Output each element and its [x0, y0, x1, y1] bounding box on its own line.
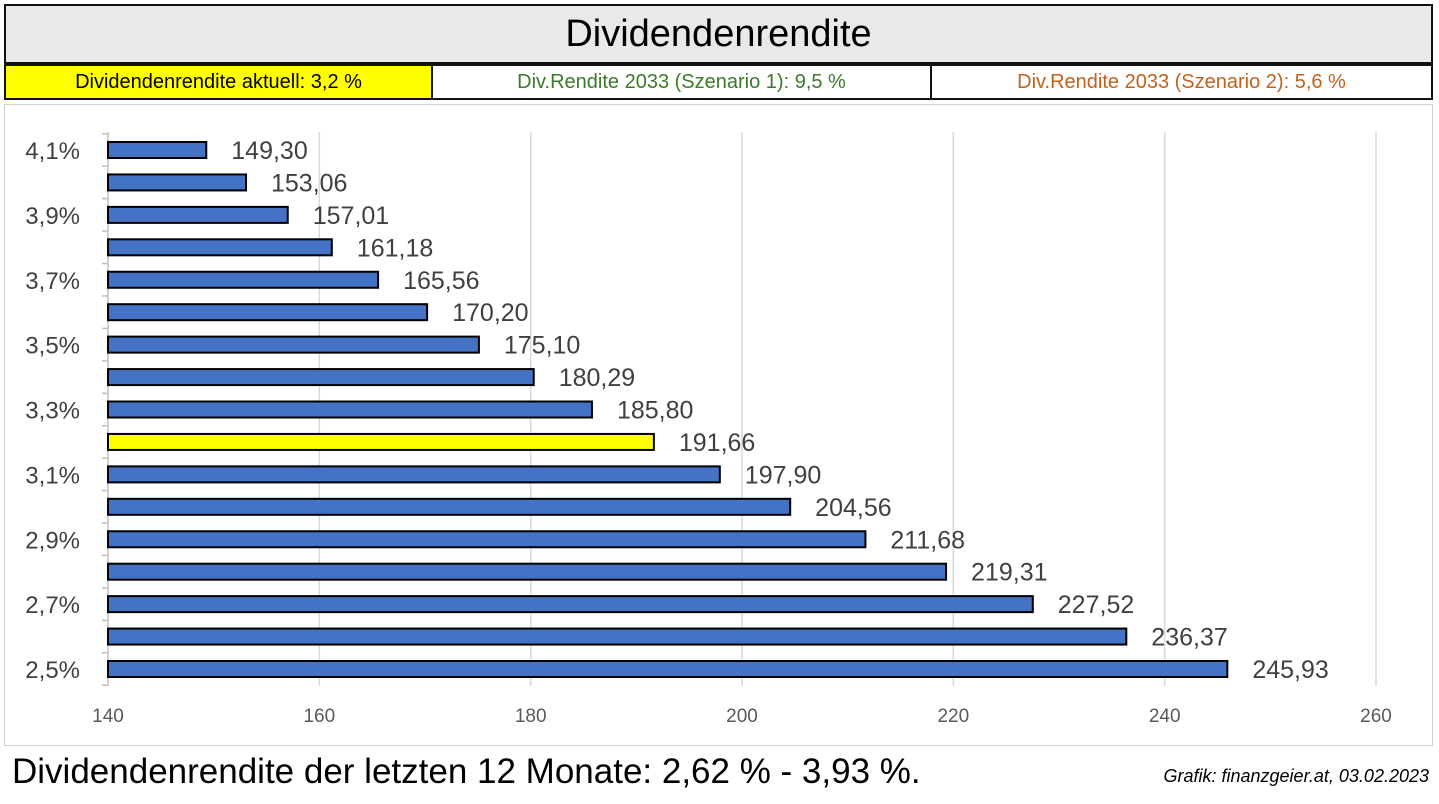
bar — [107, 660, 1229, 678]
data-label: 211,68 — [890, 526, 965, 554]
chart-credit: Grafik: finanzgeier.at, 03.02.2023 — [1163, 766, 1430, 786]
bar — [107, 368, 535, 387]
bar — [107, 562, 948, 581]
data-label: 185,80 — [617, 397, 693, 425]
data-label: 153,06 — [271, 169, 347, 197]
bar — [107, 432, 655, 451]
data-label: 175,10 — [504, 332, 580, 360]
y-tick-label: 3,9% — [25, 203, 80, 230]
data-label: 191,66 — [679, 429, 755, 457]
bar — [107, 627, 1128, 646]
yield-range-summary: Dividendenrendite der letzten 12 Monate:… — [12, 752, 921, 791]
data-label: 245,93 — [1252, 656, 1328, 684]
data-label: 236,37 — [1151, 624, 1227, 652]
x-tick-label: 240 — [1149, 706, 1181, 727]
data-label: 197,90 — [745, 461, 821, 489]
y-tick-label: 3,3% — [25, 398, 80, 425]
x-tick-label: 260 — [1360, 706, 1392, 727]
bar — [107, 335, 480, 354]
x-tick-label: 140 — [92, 706, 124, 727]
scenario1-yield-label: Div.Rendite 2033 (Szenario 1): 9,5 % — [433, 64, 932, 100]
current-yield-label: Dividendenrendite aktuell: 3,2 % — [4, 64, 433, 100]
info-row: Dividendenrendite aktuell: 3,2 % Div.Ren… — [4, 64, 1433, 100]
bar — [107, 530, 867, 549]
y-tick-label: 3,1% — [25, 462, 80, 489]
bar — [107, 205, 289, 224]
data-label: 180,29 — [559, 364, 635, 392]
data-label: 149,30 — [231, 137, 307, 165]
data-label: 157,01 — [313, 202, 389, 230]
y-tick-label: 3,5% — [25, 333, 80, 360]
bar — [107, 400, 593, 419]
bar — [107, 303, 429, 322]
scenario2-yield-label: Div.Rendite 2033 (Szenario 2): 5,6 % — [932, 64, 1433, 100]
data-label: 219,31 — [971, 559, 1047, 587]
y-tick-label: 4,1% — [25, 138, 80, 165]
bar — [107, 173, 248, 192]
chart-title: Dividendenrendite — [4, 4, 1433, 64]
bar — [107, 595, 1034, 614]
bar-chart: 149,30 4,1% 153,06 157,01 3,9% 161,18 165,56 3,… — [25, 132, 1392, 727]
data-label: 165,56 — [403, 267, 479, 295]
x-tick-label: 180 — [515, 706, 547, 727]
x-tick-label: 200 — [726, 706, 758, 727]
bar — [107, 141, 208, 159]
data-label: 204,56 — [815, 494, 891, 522]
x-tick-label: 160 — [303, 706, 335, 727]
data-label: 161,18 — [357, 234, 433, 262]
bar — [107, 497, 792, 516]
bar — [107, 270, 380, 289]
x-tick-label: 220 — [937, 706, 969, 727]
y-tick-label: 2,9% — [25, 527, 80, 554]
y-tick-label: 2,5% — [25, 657, 80, 684]
bar — [107, 238, 333, 257]
data-label: 170,20 — [452, 299, 528, 327]
y-tick-label: 2,7% — [25, 592, 80, 619]
bar — [107, 465, 721, 484]
data-label: 227,52 — [1058, 591, 1134, 619]
y-tick-label: 3,7% — [25, 268, 80, 295]
